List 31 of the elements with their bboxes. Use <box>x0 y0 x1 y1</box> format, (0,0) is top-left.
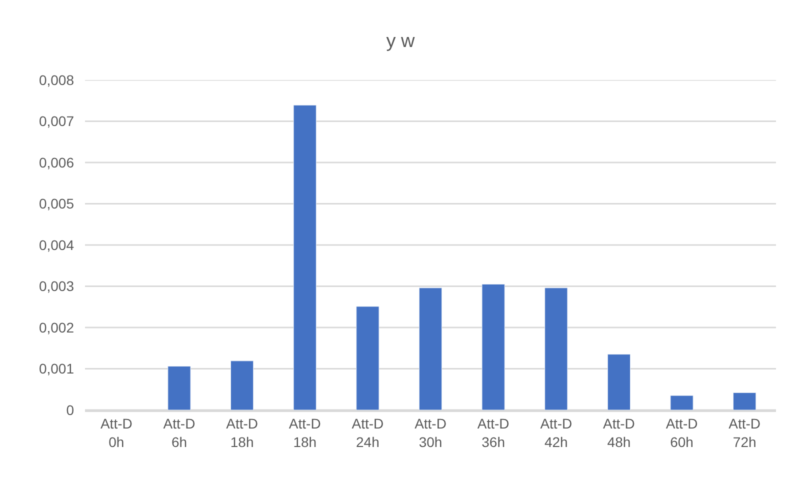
x-tick-label: Att-D 72h <box>728 416 761 450</box>
x-tick-label: Att-D 42h <box>540 416 572 450</box>
x-tick-label: Att-D 30h <box>414 416 446 450</box>
bar <box>168 366 191 410</box>
x-tick-label: Att-D 24h <box>352 416 384 450</box>
x-tick-label: Att-D 18h <box>288 416 321 450</box>
y-tick-label: 0,006 <box>38 154 74 170</box>
bar <box>230 360 254 410</box>
bar <box>482 284 505 410</box>
y-tick-label: 0,007 <box>38 113 74 130</box>
y-tick-label: 0,004 <box>38 236 74 253</box>
bar <box>607 354 631 410</box>
x-tick-label: Att-D 48h <box>603 416 635 450</box>
bar <box>293 104 316 410</box>
x-tick-label: Att-D 6h <box>163 416 196 450</box>
x-tick-label: Att-D 0h <box>100 416 132 450</box>
bar <box>733 392 756 410</box>
bar <box>670 395 694 410</box>
y-tick-label: 0,002 <box>38 319 74 336</box>
y-tick-label: 0 <box>66 402 74 418</box>
y-tick-label: 0,005 <box>38 196 74 212</box>
bar <box>544 288 568 410</box>
chart-title: y w <box>386 30 416 52</box>
x-tick-label: Att-D 60h <box>666 416 698 450</box>
y-tick-label: 0,001 <box>38 360 74 377</box>
y-tick-label: 0,008 <box>38 72 74 88</box>
bar <box>356 306 380 410</box>
x-tick-label: Att-D 18h <box>226 416 258 450</box>
bar <box>418 288 442 410</box>
x-tick-label: Att-D 36h <box>477 416 510 450</box>
y-tick-label: 0,003 <box>38 278 74 294</box>
